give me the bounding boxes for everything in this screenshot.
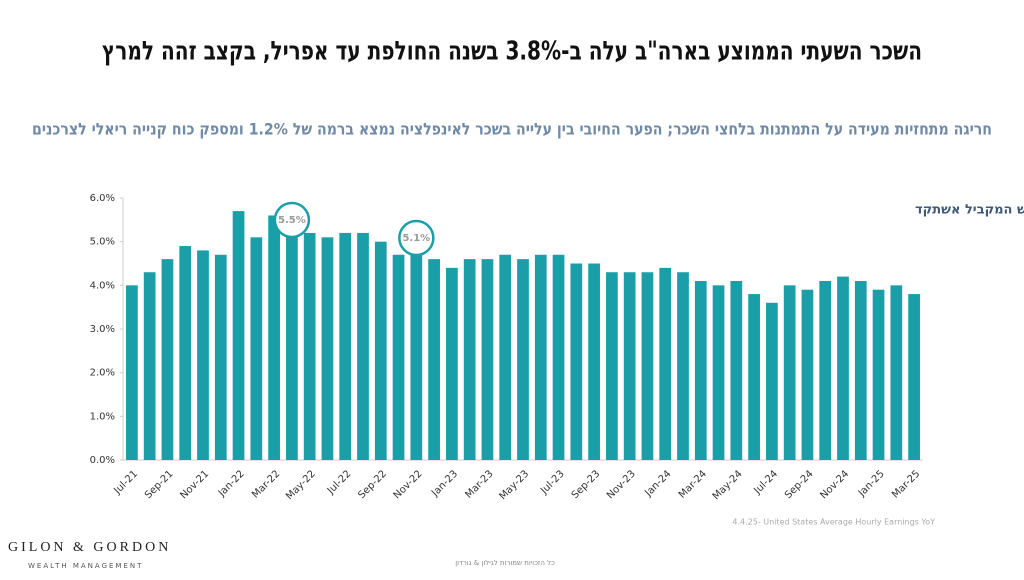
logo: GILON & GORDON — [8, 540, 171, 555]
x-tick-label: Jan-22 — [216, 468, 247, 499]
copyright: כל הזכויות שמורות לגילון & גורדון — [455, 559, 555, 567]
bar — [481, 259, 494, 460]
y-tick-label: 1.0% — [90, 411, 115, 422]
x-tick-label: Nov-23 — [605, 468, 638, 501]
x-tick-label: Jan-23 — [429, 468, 460, 499]
bar — [677, 272, 689, 460]
x-tick-label: Mar-24 — [677, 468, 709, 500]
bar — [250, 237, 263, 460]
y-tick-label: 5.0% — [90, 237, 115, 248]
bar — [783, 285, 796, 460]
bar — [428, 259, 440, 460]
y-tick-label: 2.0% — [90, 368, 115, 379]
y-tick-label: 4.0% — [90, 280, 115, 291]
x-tick-label: Mar-23 — [463, 468, 495, 500]
bar — [534, 254, 547, 460]
bar — [659, 267, 672, 460]
bar — [268, 215, 280, 460]
bar — [374, 241, 387, 460]
bar — [623, 272, 636, 460]
x-tick-label: Mar-22 — [250, 468, 282, 500]
bar — [606, 272, 618, 460]
x-tick-label: Sep-22 — [356, 468, 389, 501]
y-tick-label: 6.0% — [90, 193, 115, 204]
bar — [552, 254, 565, 460]
bar — [872, 289, 885, 460]
bar — [286, 219, 298, 460]
bar — [214, 254, 227, 460]
bar — [819, 280, 832, 460]
bar — [694, 280, 707, 460]
x-tick-label: Mar-25 — [890, 468, 922, 500]
bar — [161, 259, 174, 460]
bar — [890, 285, 903, 460]
x-tick-label: Jul-22 — [325, 468, 354, 497]
x-tick-label: Jul-24 — [752, 468, 781, 497]
annotation: 5.5% — [278, 215, 306, 226]
bar — [357, 232, 369, 460]
logo-sub: WEALTH MANAGEMENT — [28, 562, 143, 570]
subtitle: חריגה מתחזיות מעידה על התמתנות בלחצי השכ… — [32, 120, 992, 139]
bar — [392, 254, 405, 460]
bar — [588, 263, 600, 460]
title: השכר השעתי הממוצע בארה"ב עלה ב-3.8% בשנה… — [102, 37, 922, 67]
x-tick-label: Sep-21 — [143, 468, 176, 501]
bar — [410, 250, 423, 460]
y-tick-label: 3.0% — [90, 324, 115, 335]
x-tick-label: May-23 — [497, 468, 531, 502]
bar — [303, 232, 316, 460]
bar — [712, 285, 725, 460]
bar — [232, 211, 245, 460]
bar — [837, 276, 849, 460]
bar — [197, 250, 209, 460]
bar — [801, 289, 814, 460]
x-tick-label: Nov-22 — [392, 468, 425, 501]
x-tick-label: Jan-24 — [643, 468, 674, 499]
x-tick-label: Sep-24 — [783, 468, 816, 501]
x-tick-label: May-24 — [711, 468, 745, 502]
bar — [339, 232, 352, 460]
bar — [517, 259, 529, 460]
x-tick-label: Nov-21 — [178, 468, 211, 501]
y-tick-label: 0.0% — [90, 455, 115, 466]
bar — [143, 272, 156, 460]
bar — [463, 259, 476, 460]
bar — [766, 302, 778, 460]
bar — [179, 246, 192, 460]
x-tick-label: Jan-25 — [856, 468, 887, 499]
bar — [570, 263, 583, 460]
x-tick-label: Jul-23 — [538, 468, 567, 497]
bar — [446, 267, 458, 460]
annotation: 5.1% — [402, 233, 430, 244]
bar — [126, 285, 138, 460]
bar — [730, 280, 743, 460]
x-tick-label: May-22 — [284, 468, 318, 502]
bar — [641, 272, 654, 460]
chart-title: השינוי בשכר השעתי - ביחס לחודש המקביל אש… — [915, 203, 1024, 218]
bar — [854, 280, 867, 460]
annotation-circle — [398, 219, 435, 257]
bar — [908, 294, 920, 460]
bar — [748, 294, 760, 460]
x-tick-label: Nov-24 — [818, 468, 851, 501]
annotation-circle — [273, 201, 311, 239]
x-tick-label: Sep-23 — [570, 468, 603, 501]
x-tick-label: Jul-21 — [112, 468, 141, 497]
source: 4.4.25- United States Average Hourly Ear… — [732, 518, 935, 527]
bar — [321, 237, 334, 460]
bar — [499, 254, 512, 460]
